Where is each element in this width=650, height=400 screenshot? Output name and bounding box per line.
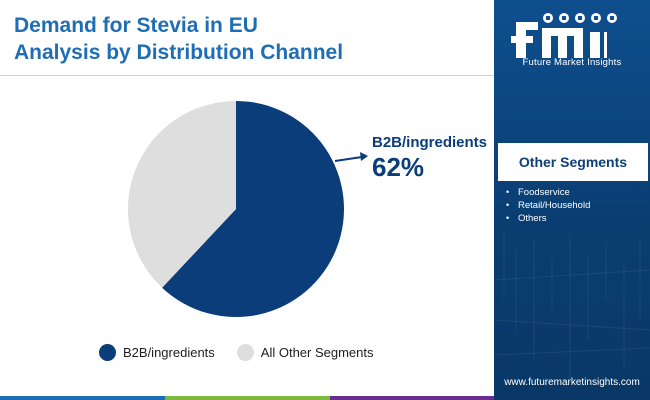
- logo-caption: Future Market Insights: [522, 57, 622, 68]
- legend-swatch-b2b: [99, 344, 116, 361]
- pie-slice-b2b-ingredients: [162, 101, 344, 317]
- panel-texture: [494, 230, 650, 380]
- segment-label: Foodservice: [518, 187, 570, 198]
- chart-legend: B2B/ingredients All Other Segments: [99, 344, 396, 361]
- callout-value: 62%: [372, 152, 425, 182]
- other-segments-header: Other Segments: [498, 143, 648, 181]
- website-url[interactable]: www.futuremarketinsights.com: [504, 377, 640, 388]
- list-item: • Others: [504, 212, 590, 225]
- chart-title-line-1: Demand for Stevia in EU: [14, 14, 258, 37]
- list-item: • Foodservice: [504, 186, 590, 199]
- other-segments-title: Other Segments: [518, 154, 628, 170]
- legend-label-other: All Other Segments: [260, 345, 374, 360]
- legend-label-b2b: B2B/ingredients: [123, 345, 215, 360]
- bullet-icon: •: [506, 200, 510, 210]
- chart-title-line-2: Analysis by Distribution Channel: [14, 41, 344, 64]
- side-panel: Future Market Insights Other Segments • F…: [494, 0, 650, 400]
- bullet-icon: •: [506, 213, 510, 223]
- other-segments-list: • Foodservice • Retail/Household • Others: [504, 186, 590, 225]
- bottom-color-bar: [0, 396, 494, 400]
- list-item: • Retail/Household: [504, 199, 590, 212]
- pie-callout: B2B/ingredients 62%: [372, 134, 487, 182]
- arrow-right-icon: [334, 152, 368, 162]
- title-divider: [0, 75, 494, 76]
- legend-item-other: All Other Segments: [236, 344, 374, 361]
- bottom-bar-segment-blue: [0, 396, 165, 400]
- bottom-bar-segment-green: [165, 396, 330, 400]
- callout-label: B2B/ingredients: [372, 134, 488, 151]
- segment-label: Retail/Household: [518, 200, 591, 211]
- chart-title: Demand for Stevia in EU Analysis by Dist…: [14, 12, 484, 66]
- bottom-bar-segment-purple: [330, 396, 494, 400]
- fmi-logo-icon: [511, 13, 617, 58]
- segment-label: Others: [518, 213, 547, 224]
- legend-item-b2b: B2B/ingredients: [99, 344, 215, 361]
- legend-swatch-other: [236, 344, 254, 361]
- pie-slice-all-other-segments: [128, 101, 236, 288]
- pie-chart: [128, 101, 368, 317]
- bullet-icon: •: [506, 187, 510, 197]
